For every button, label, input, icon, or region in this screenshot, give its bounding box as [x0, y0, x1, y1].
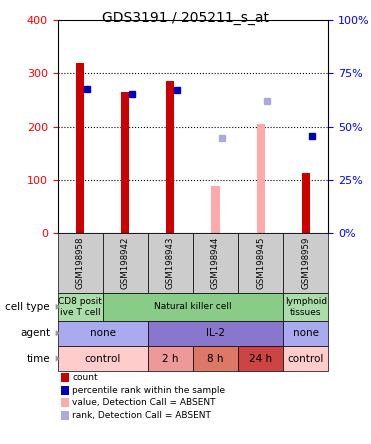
- Text: Natural killer cell: Natural killer cell: [154, 302, 232, 311]
- Text: control: control: [288, 353, 324, 364]
- Text: none: none: [293, 328, 319, 338]
- Bar: [257, 124, 265, 233]
- Text: none: none: [90, 328, 116, 338]
- Text: rank, Detection Call = ABSENT: rank, Detection Call = ABSENT: [72, 411, 211, 420]
- Text: 24 h: 24 h: [249, 353, 272, 364]
- Text: 2 h: 2 h: [162, 353, 178, 364]
- Text: CD8 posit
ive T cell: CD8 posit ive T cell: [58, 297, 102, 317]
- Text: time: time: [26, 353, 50, 364]
- Text: lymphoid
tissues: lymphoid tissues: [285, 297, 327, 317]
- Bar: [166, 81, 174, 233]
- Text: agent: agent: [20, 328, 50, 338]
- Bar: [211, 186, 220, 233]
- Text: GSM198945: GSM198945: [256, 237, 265, 289]
- Text: GSM198942: GSM198942: [121, 237, 130, 289]
- Text: 8 h: 8 h: [207, 353, 224, 364]
- Text: GSM198958: GSM198958: [76, 237, 85, 289]
- Text: GDS3191 / 205211_s_at: GDS3191 / 205211_s_at: [102, 11, 269, 25]
- Text: value, Detection Call = ABSENT: value, Detection Call = ABSENT: [72, 398, 216, 407]
- Text: GSM198959: GSM198959: [301, 237, 310, 289]
- Text: control: control: [85, 353, 121, 364]
- Bar: [121, 92, 129, 233]
- Text: IL-2: IL-2: [206, 328, 225, 338]
- Text: percentile rank within the sample: percentile rank within the sample: [72, 386, 226, 395]
- Text: GSM198944: GSM198944: [211, 237, 220, 289]
- Text: GSM198943: GSM198943: [166, 237, 175, 289]
- Text: cell type: cell type: [6, 302, 50, 312]
- Bar: [76, 63, 84, 233]
- Bar: [302, 173, 310, 233]
- Text: count: count: [72, 373, 98, 382]
